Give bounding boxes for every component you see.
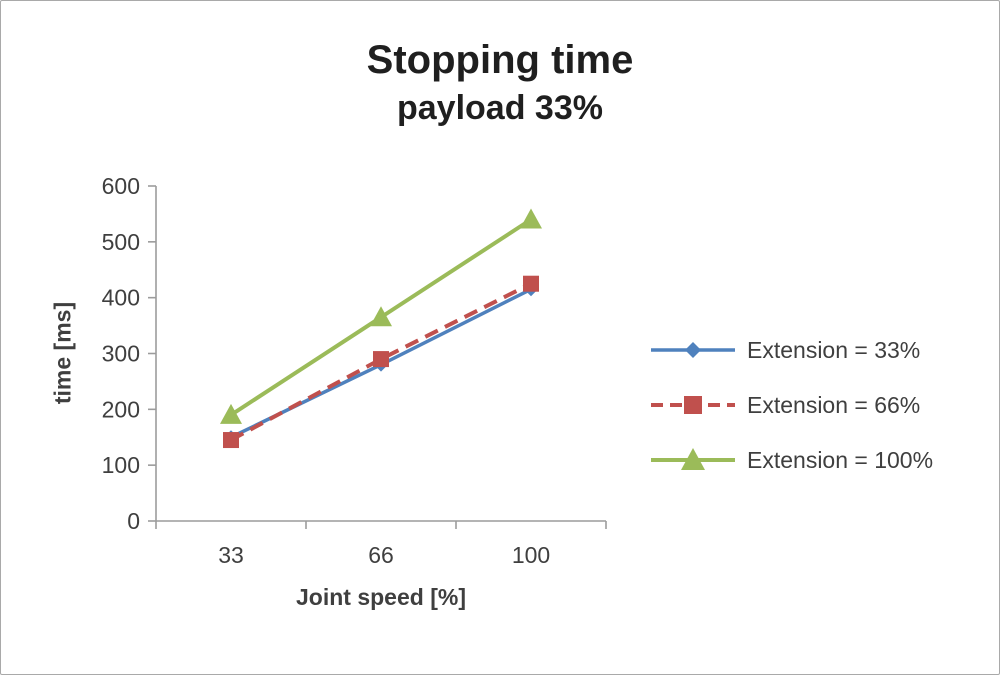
- legend-label: Extension = 66%: [747, 391, 921, 418]
- legend-label: Extension = 33%: [747, 336, 921, 363]
- legend-swatch-extension-100: [651, 448, 735, 470]
- chart-title-block: Stopping time payload 33%: [1, 35, 999, 131]
- legend-item-extension-100: Extension = 100%: [649, 445, 933, 475]
- svg-text:200: 200: [102, 396, 140, 422]
- legend-swatch-extension-66: [651, 396, 735, 414]
- svg-text:600: 600: [102, 173, 140, 199]
- svg-text:100: 100: [102, 452, 140, 478]
- x-axis-title: Joint speed [%]: [296, 584, 466, 610]
- legend: Extension = 33% Extension = 66% Extensio…: [649, 335, 933, 475]
- svg-text:66: 66: [368, 542, 394, 568]
- svg-text:300: 300: [102, 341, 140, 367]
- svg-text:33: 33: [218, 542, 244, 568]
- legend-swatch-extension-33: [651, 342, 735, 358]
- legend-item-extension-33: Extension = 33%: [649, 335, 933, 365]
- svg-text:400: 400: [102, 285, 140, 311]
- svg-text:100: 100: [512, 542, 550, 568]
- svg-text:500: 500: [102, 229, 140, 255]
- y-axis-title: time [ms]: [49, 301, 76, 405]
- chart-subtitle: payload 33%: [397, 89, 603, 127]
- legend-label: Extension = 100%: [747, 446, 934, 473]
- chart-title: Stopping time: [366, 38, 634, 82]
- svg-text:0: 0: [127, 508, 140, 534]
- legend-item-extension-66: Extension = 66%: [649, 390, 933, 420]
